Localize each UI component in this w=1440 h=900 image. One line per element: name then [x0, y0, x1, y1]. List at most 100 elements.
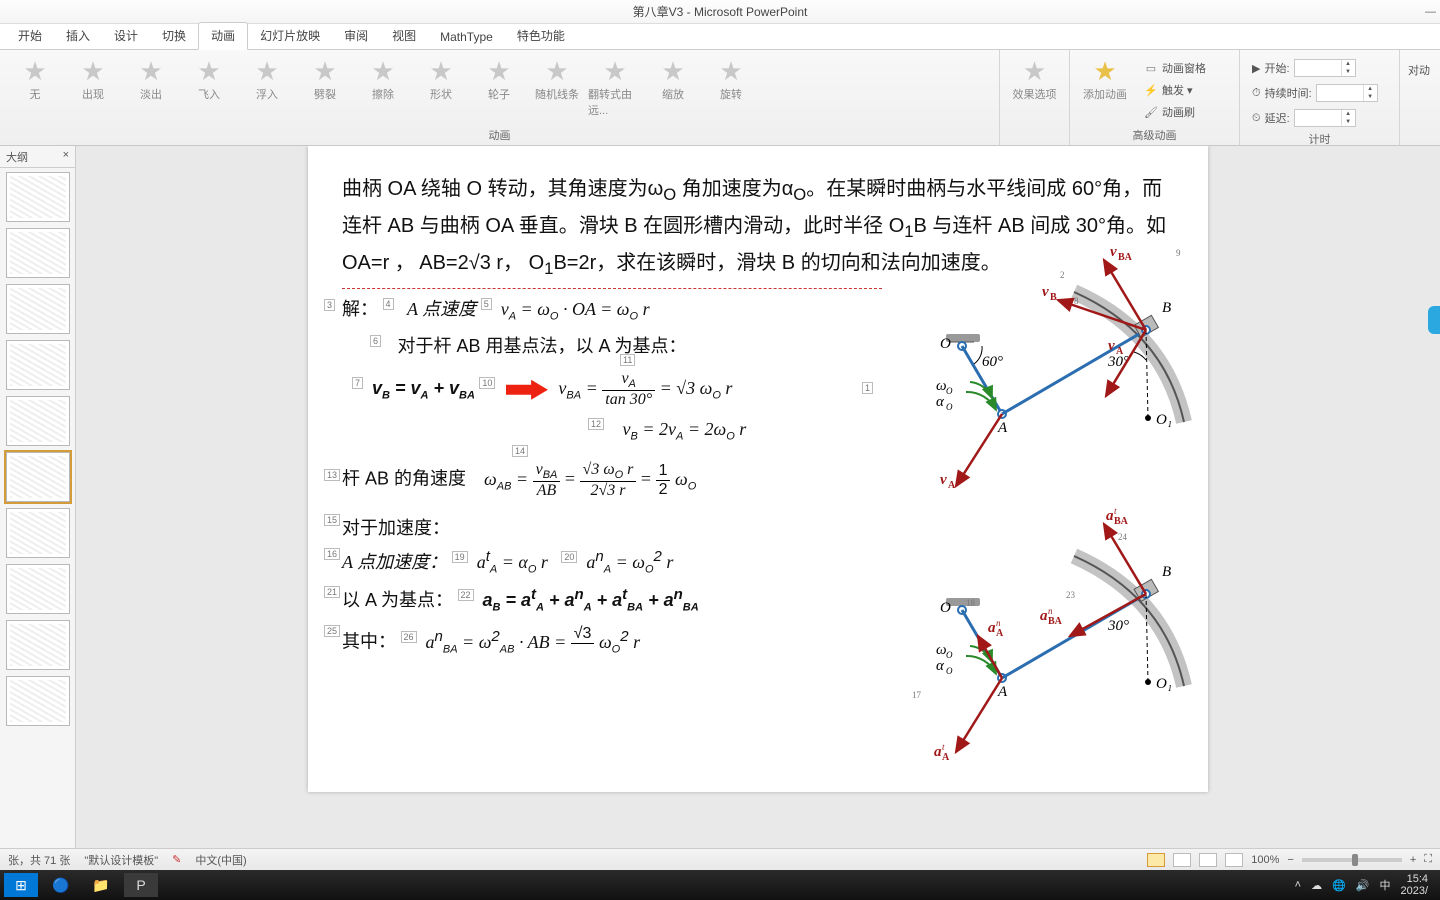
timing-start[interactable]: ▶开始:▲▼ [1248, 57, 1382, 79]
powerpoint-icon[interactable]: P [124, 873, 158, 897]
tray-cloud-icon[interactable]: ☁ [1311, 879, 1322, 892]
title-bar: 第八章V3 - Microsoft PowerPoint — [0, 0, 1440, 24]
anim-preset-3[interactable]: ★飞入 [182, 54, 236, 102]
ime-indicator[interactable]: 中 [1379, 877, 1390, 893]
start-button[interactable]: ⊞ [4, 873, 38, 897]
ribbon-tab-9[interactable]: 特色功能 [505, 23, 577, 49]
svg-text:B: B [1050, 292, 1057, 303]
anim-preset-1[interactable]: ★出现 [66, 54, 120, 102]
window-title: 第八章V3 - Microsoft PowerPoint [633, 3, 808, 20]
anim-preset-11[interactable]: ★缩放 [646, 54, 700, 102]
zoom-in-icon[interactable]: + [1410, 854, 1416, 866]
svg-text:a: a [988, 620, 996, 636]
zoom-out-icon[interactable]: − [1287, 854, 1293, 866]
velocity-diagram: O A 60° ωO αO B O₁ [874, 242, 1204, 502]
trigger-button[interactable]: ⚡触发 ▾ [1140, 80, 1210, 100]
slide-thumb-2[interactable] [6, 284, 70, 334]
duration-input[interactable] [1317, 87, 1363, 99]
svg-text:B: B [1162, 564, 1171, 580]
slide: 曲柄 OA 绕轴 O 转动，其角速度为ωO 角加速度为αO。在某瞬时曲柄与水平线… [308, 146, 1208, 792]
ribbon-tab-6[interactable]: 审阅 [332, 23, 380, 49]
timing-delay[interactable]: ⏲延迟:▲▼ [1248, 107, 1382, 129]
ribbon-tab-8[interactable]: MathType [428, 26, 505, 49]
slide-thumb-6[interactable] [6, 508, 70, 558]
start-input[interactable] [1295, 62, 1341, 74]
svg-text:A: A [1116, 346, 1124, 357]
chrome-icon[interactable]: 🔵 [44, 873, 78, 897]
slide-editor[interactable]: 曲柄 OA 绕轴 O 转动，其角速度为ωO 角加速度为αO。在某瞬时曲柄与水平线… [76, 146, 1440, 848]
ribbon-tab-1[interactable]: 插入 [54, 23, 102, 49]
ribbon-tab-5[interactable]: 幻灯片放映 [248, 23, 332, 49]
effects-options-button[interactable]: ★效果选项 [1008, 54, 1061, 102]
clock[interactable]: 15:42023/ [1400, 873, 1428, 897]
anim-preset-10[interactable]: ★翻转式由远... [588, 54, 642, 118]
svg-text:A: A [997, 420, 1008, 436]
anim-preset-2[interactable]: ★淡出 [124, 54, 178, 102]
anim-preset-9[interactable]: ★随机线条 [530, 54, 584, 102]
svg-text:α: α [936, 658, 945, 674]
tray-volume-icon[interactable]: 🔊 [1356, 879, 1370, 892]
svg-text:v: v [1042, 284, 1049, 300]
animation-painter-button[interactable]: 🖌动画刷 [1140, 102, 1210, 122]
language-indicator[interactable]: 中文(中国) [195, 852, 246, 868]
svg-text:9: 9 [1176, 248, 1181, 258]
tray-network-icon[interactable]: 🌐 [1332, 879, 1346, 892]
slide-thumb-8[interactable] [6, 620, 70, 670]
anim-preset-4[interactable]: ★浮入 [240, 54, 294, 102]
status-bar: 张，共 71 张 "默认设计模板" ✎ 中文(中国) 100% − + ⛶ [0, 848, 1440, 870]
explorer-icon[interactable]: 📁 [84, 873, 118, 897]
slide-thumb-0[interactable] [6, 172, 70, 222]
svg-text:24: 24 [1118, 532, 1128, 542]
svg-text:BA: BA [1114, 516, 1129, 527]
anim-preset-0[interactable]: ★无 [8, 54, 62, 102]
outline-tab[interactable]: 大纲 [0, 146, 34, 167]
anim-preset-5[interactable]: ★劈裂 [298, 54, 352, 102]
animation-pane-button[interactable]: ▭动画窗格 [1140, 58, 1210, 78]
slide-thumb-3[interactable] [6, 340, 70, 390]
sorter-view-button[interactable] [1173, 853, 1191, 867]
anim-preset-8[interactable]: ★轮子 [472, 54, 526, 102]
anim-preset-7[interactable]: ★形状 [414, 54, 468, 102]
svg-text:α: α [936, 394, 945, 410]
normal-view-button[interactable] [1147, 853, 1165, 867]
slideshow-view-button[interactable] [1225, 853, 1243, 867]
acceleration-diagram: O 18 A ωO αO B O₁ 30° atA [874, 502, 1204, 772]
ribbon-tab-4[interactable]: 动画 [198, 22, 248, 50]
ribbon-tab-3[interactable]: 切换 [150, 23, 198, 49]
slide-thumb-4[interactable] [6, 396, 70, 446]
svg-text:60°: 60° [982, 354, 1003, 370]
svg-text:n: n [1048, 606, 1053, 616]
svg-text:2: 2 [1060, 270, 1065, 280]
taskbar: ⊞ 🔵 📁 P ˄ ☁ 🌐 🔊 中 15:42023/ [0, 870, 1440, 900]
fit-icon[interactable]: ⛶ [1424, 853, 1432, 866]
slide-thumb-7[interactable] [6, 564, 70, 614]
ribbon-tab-0[interactable]: 开始 [6, 23, 54, 49]
minimize-icon[interactable]: — [1425, 6, 1436, 18]
zoom-level[interactable]: 100% [1251, 854, 1279, 866]
svg-text:t: t [1114, 506, 1117, 516]
delay-input[interactable] [1295, 112, 1341, 124]
svg-text:ω: ω [936, 642, 947, 658]
svg-text:a: a [934, 744, 942, 760]
zoom-slider[interactable] [1302, 858, 1402, 862]
svg-text:17: 17 [912, 690, 922, 700]
side-tag[interactable] [1428, 306, 1440, 334]
add-animation-button[interactable]: ★添加动画 [1078, 54, 1132, 102]
svg-text:BA: BA [1118, 252, 1133, 263]
ribbon-tab-2[interactable]: 设计 [102, 23, 150, 49]
svg-text:O₁: O₁ [1156, 676, 1172, 692]
ribbon-tab-7[interactable]: 视图 [380, 23, 428, 49]
slide-thumb-5[interactable] [6, 452, 70, 502]
slide-thumb-9[interactable] [6, 676, 70, 726]
svg-text:a: a [1106, 508, 1114, 524]
timing-duration[interactable]: ⏱持续时间:▲▼ [1248, 82, 1382, 104]
anim-preset-6[interactable]: ★擦除 [356, 54, 410, 102]
tray-chevron-icon[interactable]: ˄ [1295, 879, 1301, 891]
close-panel-icon[interactable]: × [57, 146, 75, 167]
slide-thumb-1[interactable] [6, 228, 70, 278]
svg-text:BA: BA [1048, 616, 1063, 627]
anim-preset-12[interactable]: ★旋转 [704, 54, 758, 102]
svg-text:O: O [946, 402, 953, 412]
svg-text:A: A [948, 480, 956, 491]
reading-view-button[interactable] [1199, 853, 1217, 867]
